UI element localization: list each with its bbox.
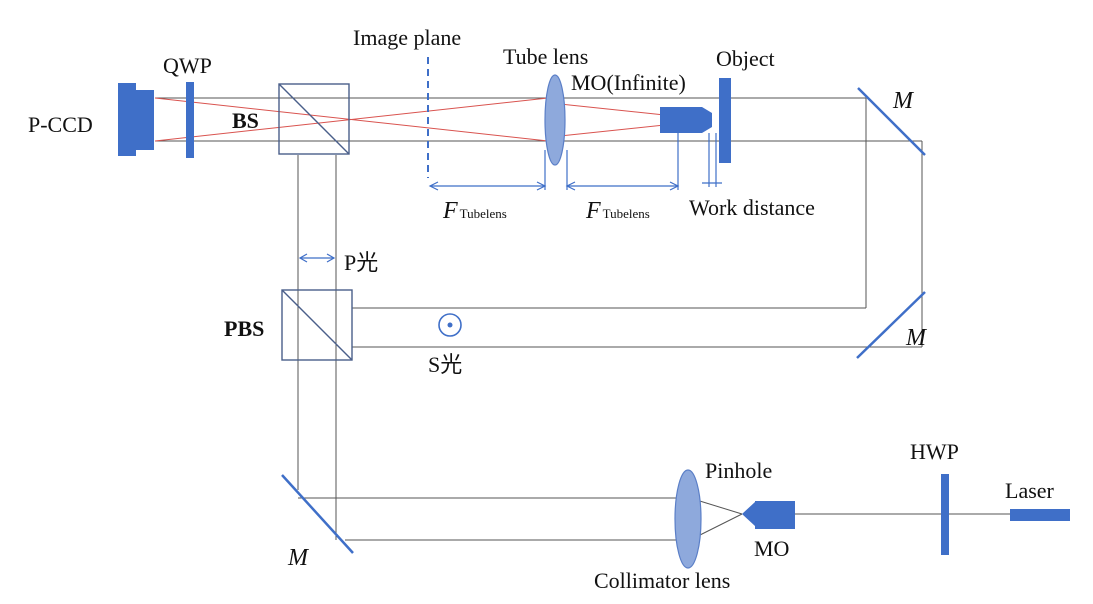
label-s-light: S光	[428, 352, 462, 377]
label-mo: MO	[754, 536, 789, 561]
dim-p-arrow-right	[326, 253, 336, 263]
bs-diagonal	[278, 83, 350, 155]
dim-p-arrow-left	[298, 253, 308, 263]
pbs-box	[281, 289, 353, 361]
label-image-plane: Image plane	[353, 25, 461, 50]
mirror-middle-right	[856, 291, 926, 359]
label-collimator-lens: Collimator lens	[594, 568, 730, 593]
s-dot	[447, 322, 453, 328]
dimension-markers	[298, 133, 722, 263]
mirror-bottom-left	[281, 474, 354, 554]
mirror-top-right	[857, 87, 926, 156]
pbs-diagonal	[281, 289, 353, 361]
dim-f1-arrow-left	[428, 181, 439, 191]
label-mirror-middle: M	[905, 325, 928, 351]
label-mirror-bottom: M	[287, 545, 310, 571]
mo-infinite-body	[660, 107, 702, 133]
qwp-plate	[186, 82, 194, 158]
s-polarization-symbol	[438, 313, 462, 337]
laser-source	[1010, 509, 1070, 521]
hwp-plate	[941, 474, 949, 555]
label-f-tubelens-2: F Tubelens	[585, 198, 650, 224]
bs-box	[278, 83, 350, 155]
label-laser: Laser	[1005, 478, 1055, 503]
s-circle	[438, 313, 462, 337]
imaging-rays	[154, 97, 713, 142]
label-hwp: HWP	[910, 439, 959, 464]
bs-cube	[278, 83, 350, 155]
label-work-distance: Work distance	[689, 195, 815, 220]
label-mo-infinite: MO(Infinite)	[571, 70, 686, 95]
beam-paths	[155, 97, 1010, 541]
mo-infinite-objective	[660, 107, 712, 133]
label-pinhole: Pinhole	[705, 458, 772, 483]
collimator-lens	[674, 469, 702, 569]
label-f-tubelens-1: F Tubelens	[442, 198, 507, 224]
label-bs: BS	[232, 108, 259, 133]
ray-2	[154, 97, 549, 142]
label-p-light: P光	[344, 250, 378, 275]
mo-body	[755, 501, 795, 529]
label-mirror-top: M	[892, 88, 915, 114]
tube-lens	[544, 74, 566, 166]
p-ccd-front	[136, 90, 154, 150]
object-plate	[719, 78, 731, 163]
label-qwp: QWP	[163, 53, 212, 78]
p-ccd-body	[118, 83, 136, 156]
mo-tip	[742, 502, 755, 526]
pbs-cube	[281, 289, 353, 361]
label-p-ccd: P-CCD	[28, 112, 93, 137]
mo-objective	[742, 501, 795, 529]
label-object: Object	[716, 46, 775, 71]
p-ccd-camera	[118, 83, 154, 156]
mo-infinite-tip	[702, 107, 712, 133]
label-pbs: PBS	[224, 316, 264, 341]
label-tube-lens: Tube lens	[503, 44, 588, 69]
